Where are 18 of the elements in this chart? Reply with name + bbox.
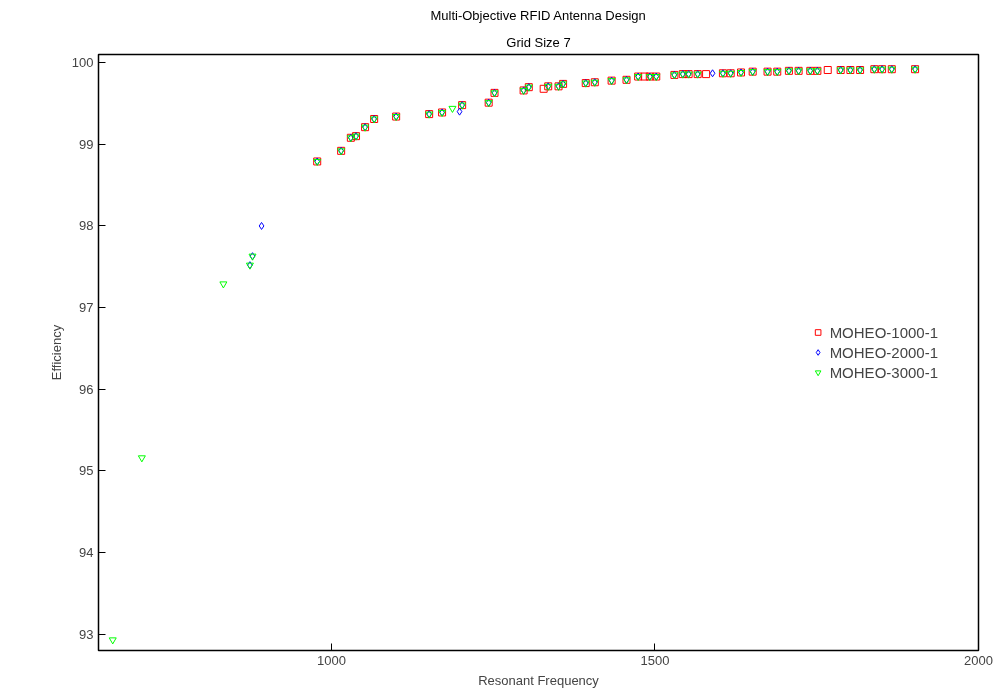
y-tick-label: 98 — [79, 218, 94, 234]
y-tick-label: 93 — [79, 626, 94, 642]
legend-label: MOHEO-2000-1 — [829, 343, 938, 361]
y-tick-label: 100 — [71, 55, 94, 71]
y-tick-label: 99 — [79, 136, 94, 152]
chart-subtitle: Grid Size 7 — [506, 34, 571, 50]
x-tick-label: 1000 — [316, 652, 346, 668]
x-tick-label: 1500 — [640, 652, 670, 668]
legend-label: MOHEO-3000-1 — [829, 363, 938, 381]
y-tick-label: 94 — [79, 545, 94, 561]
chart-title: Multi-Objective RFID Antenna Design — [430, 7, 646, 23]
y-tick-label: 95 — [79, 463, 94, 479]
legend-label: MOHEO-1000-1 — [829, 323, 938, 341]
x-tick-label: 2000 — [964, 652, 993, 668]
y-axis-title: Efficiency — [48, 324, 64, 381]
y-tick-label: 96 — [79, 381, 94, 397]
y-tick-label: 97 — [79, 300, 94, 316]
x-axis-title: Resonant Frequency — [478, 672, 600, 688]
